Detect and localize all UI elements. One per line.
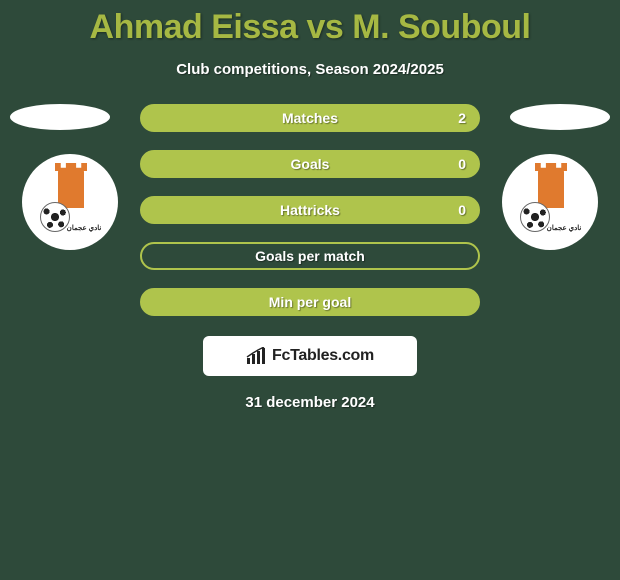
club-badge-left: نادي عجمان [22, 154, 118, 250]
player-silhouette-left [10, 104, 110, 130]
stat-bar: Min per goal [140, 288, 480, 316]
page-date: 31 december 2024 [0, 394, 620, 411]
brand-box: FcTables.com [203, 336, 417, 376]
stat-bar-value-right: 2 [458, 110, 466, 126]
stat-bar-label: Matches [282, 110, 338, 126]
badge-tower-icon [58, 168, 84, 208]
stat-bar: Goals 0 [140, 150, 480, 178]
badge-tower-icon [538, 168, 564, 208]
brand-text: FcTables.com [272, 347, 374, 365]
comparison-panel: نادي عجمان نادي عجمان Matches2Goals0Hatt… [0, 104, 620, 411]
stat-bar-value-right: 0 [458, 156, 466, 172]
stat-bar: Matches 2 [140, 104, 480, 132]
club-badge-right: نادي عجمان [502, 154, 598, 250]
club-badge-graphic: نادي عجمان [520, 166, 580, 238]
stat-bar: Hattricks 0 [140, 196, 480, 224]
stat-bar-label: Goals [291, 156, 330, 172]
stat-bar-value-right: 0 [458, 202, 466, 218]
stat-bar-label: Hattricks [280, 202, 340, 218]
stat-bars: Matches 2 Goals 0 Hattricks 0 Goals per match M… [140, 104, 480, 316]
player-silhouette-right [510, 104, 610, 130]
brand-chart-icon [246, 347, 268, 365]
page-title: Ahmad Eissa vs M. Souboul [0, 0, 620, 47]
stat-bar-label: Min per goal [269, 294, 351, 310]
badge-text-right: نادي عجمان [544, 225, 584, 232]
stat-bar-label: Goals per match [255, 248, 365, 264]
stat-bar: Goals per match [140, 242, 480, 270]
subtitle: Club competitions, Season 2024/2025 [0, 61, 620, 78]
club-badge-graphic: نادي عجمان [40, 166, 100, 238]
badge-text-left: نادي عجمان [64, 225, 104, 232]
